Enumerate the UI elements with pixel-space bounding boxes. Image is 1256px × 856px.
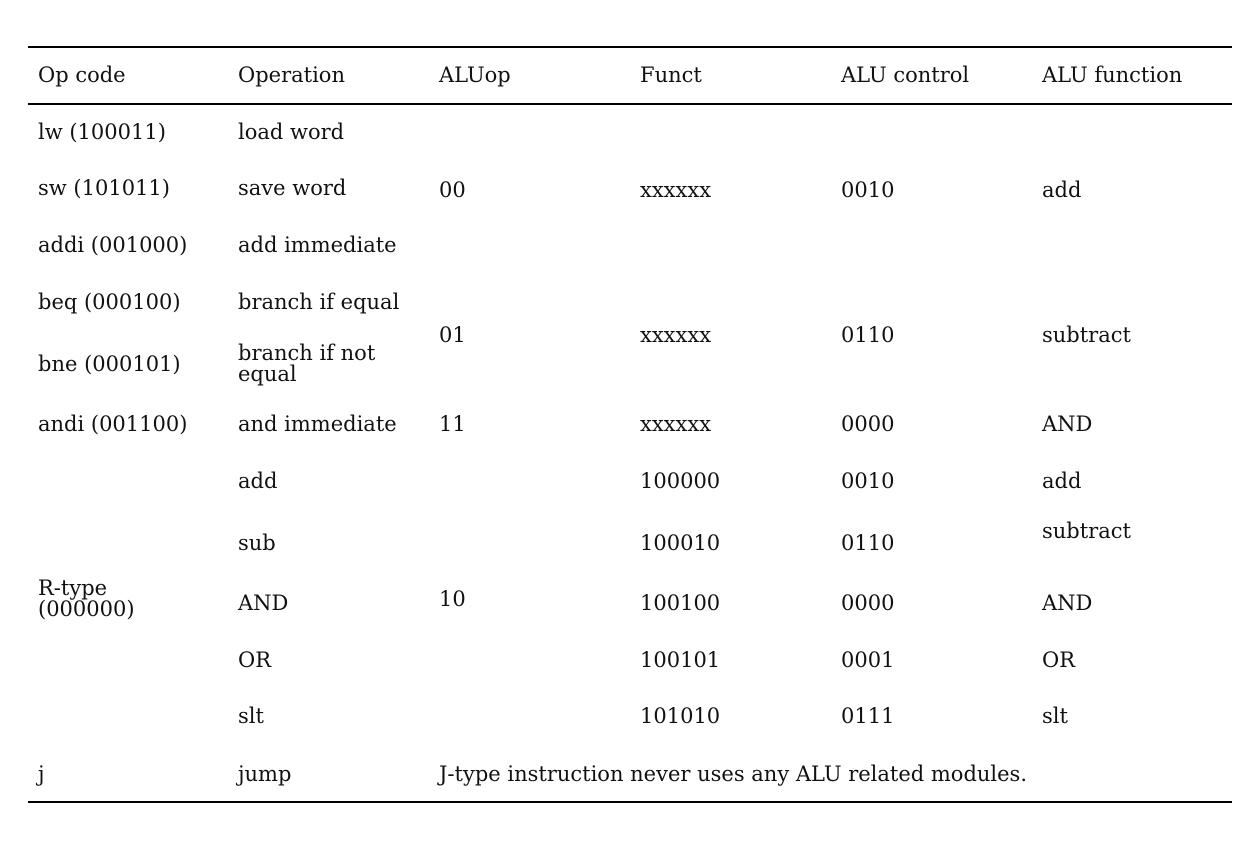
group-branch-aluop: 01 [439, 323, 466, 347]
funct-andi: xxxxxx [640, 412, 712, 436]
operation-lw: load word [238, 120, 345, 144]
operation-sw: save word [238, 176, 347, 200]
group-memory-alu-control: 0010 [841, 178, 895, 202]
funct-add: 100000 [640, 469, 721, 493]
aluop-andi: 11 [439, 412, 466, 436]
operation-or: OR [238, 648, 272, 672]
operation-addi: add immediate [238, 233, 397, 257]
header-funct: Funct [640, 63, 702, 87]
alu-function-sub: subtract [1042, 519, 1131, 543]
table-header-rule [28, 103, 1232, 105]
header-alu-function: ALU function [1042, 63, 1183, 87]
funct-or: 100101 [640, 648, 721, 672]
opcode-addi: addi (001000) [38, 233, 188, 257]
operation-sub: sub [238, 531, 276, 555]
opcode-beq: beq (000100) [38, 290, 181, 314]
opcode-andi: andi (001100) [38, 412, 188, 436]
header-operation: Operation [238, 63, 345, 87]
operation-beq: branch if equal [238, 290, 400, 314]
operation-andi: and immediate [238, 412, 397, 436]
header-alu-control: ALU control [841, 63, 970, 87]
alu-function-slt: slt [1042, 704, 1068, 728]
header-aluop: ALUop [439, 63, 511, 87]
alu-function-add: add [1042, 469, 1082, 493]
alu-control-sub: 0110 [841, 531, 895, 555]
group-memory-aluop: 00 [439, 178, 466, 202]
operation-add: add [238, 469, 278, 493]
operation-bne-line2: equal [238, 362, 297, 386]
alu-control-or: 0001 [841, 648, 895, 672]
group-rtype-aluop: 10 [439, 587, 466, 611]
header-op-code: Op code [38, 63, 126, 87]
table-top-rule [28, 46, 1232, 48]
opcode-rtype-line2: (000000) [38, 597, 135, 621]
funct-and: 100100 [640, 591, 721, 615]
alu-function-or: OR [1042, 648, 1076, 672]
operation-and: AND [238, 591, 289, 615]
opcode-lw: lw (100011) [38, 120, 166, 144]
group-branch-funct: xxxxxx [640, 323, 712, 347]
opcode-bne: bne (000101) [38, 352, 181, 376]
opcode-sw: sw (101011) [38, 176, 170, 200]
group-branch-alu-control: 0110 [841, 323, 895, 347]
alu-control-add: 0010 [841, 469, 895, 493]
alu-control-andi: 0000 [841, 412, 895, 436]
j-type-note: J-type instruction never uses any ALU re… [439, 762, 1028, 786]
funct-sub: 100010 [640, 531, 721, 555]
operation-bne-line1: branch if not [238, 341, 376, 365]
operation-j: jump [238, 762, 292, 786]
alu-function-and: AND [1042, 591, 1093, 615]
table-bottom-rule [28, 801, 1232, 803]
group-memory-funct: xxxxxx [640, 178, 712, 202]
operation-slt: slt [238, 704, 264, 728]
funct-slt: 101010 [640, 704, 721, 728]
opcode-rtype-line1: R-type [38, 576, 108, 600]
group-memory-alu-function: add [1042, 178, 1082, 202]
group-branch-alu-function: subtract [1042, 323, 1131, 347]
alu-control-and: 0000 [841, 591, 895, 615]
opcode-j: j [38, 762, 45, 786]
alu-function-andi: AND [1042, 412, 1093, 436]
alu-control-slt: 0111 [841, 704, 895, 728]
